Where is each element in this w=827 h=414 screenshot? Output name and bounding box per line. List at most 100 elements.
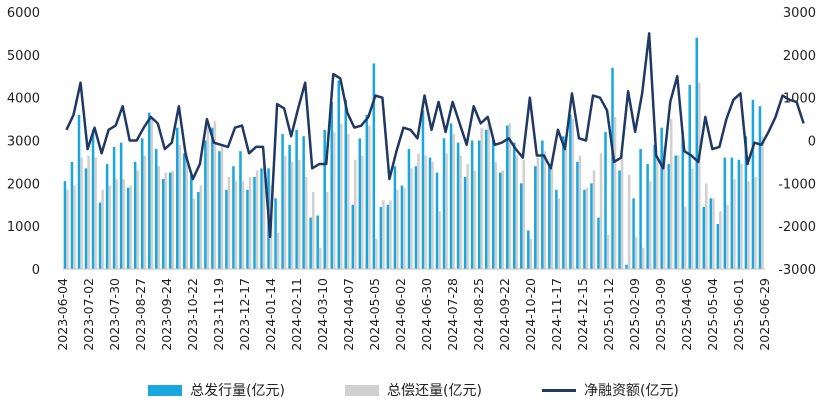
x-tick-label: 2024-02-11 — [289, 278, 304, 351]
issue-bar — [456, 142, 460, 269]
issue-bar — [126, 187, 130, 269]
issue-bar — [428, 157, 432, 269]
issue-bar — [590, 183, 593, 269]
issue-bar — [674, 155, 677, 269]
repay-bar — [536, 157, 540, 269]
issue-bar — [295, 129, 298, 269]
legend-swatch-issue — [148, 384, 183, 396]
issue-bar — [407, 149, 411, 269]
issue-bar — [751, 99, 755, 269]
issue-bar — [723, 157, 727, 269]
repay-bar — [354, 159, 357, 269]
issue-bar — [400, 185, 404, 269]
issue-bar — [632, 198, 635, 269]
repay-bar — [213, 121, 217, 269]
issue-bar — [667, 164, 670, 269]
x-tick-label: 2024-11-17 — [549, 278, 564, 351]
repay-bar — [66, 189, 69, 269]
x-tick-label: 2024-06-02 — [393, 278, 408, 351]
repay-bar — [157, 166, 161, 269]
repay-bar — [318, 247, 322, 269]
repay-bar — [459, 155, 462, 269]
repay-bar — [143, 155, 146, 269]
repay-bar — [634, 236, 638, 269]
repay-bar — [325, 191, 329, 269]
issue-bar — [716, 224, 720, 269]
repay-bar — [255, 170, 259, 269]
x-tick-label: 2023-11-19 — [211, 278, 226, 351]
repay-bar — [396, 189, 399, 269]
issue-bar — [618, 170, 621, 269]
repay-bar — [480, 127, 483, 270]
right-tick-label: 2000 — [783, 49, 816, 64]
repay-bar — [136, 170, 139, 269]
issue-bar — [112, 146, 116, 269]
x-tick-label: 2025-01-12 — [601, 278, 616, 351]
right-tick-label: -2000 — [778, 220, 816, 235]
x-tick-label: 2024-07-28 — [445, 278, 460, 351]
repay-bar — [262, 161, 266, 269]
issue-bar — [527, 230, 530, 269]
issue-bar — [709, 198, 713, 269]
repay-bar — [620, 153, 624, 269]
x-tick-label: 2024-04-07 — [341, 278, 356, 351]
issue-bar — [183, 153, 186, 269]
left-axis-ticks: 0 1000 2000 3000 4000 5000 6000 — [7, 6, 40, 278]
issue-bar — [260, 168, 263, 269]
issue-bar — [744, 136, 748, 269]
repay-bar — [529, 239, 533, 269]
left-tick-label: 3000 — [7, 135, 40, 150]
issue-bar — [323, 129, 326, 269]
repay-bar — [466, 164, 469, 269]
repay-bar — [705, 183, 708, 269]
issue-bar — [562, 136, 565, 269]
repay-bar — [726, 204, 729, 269]
repay-bar — [452, 134, 455, 269]
repay-bar — [290, 161, 294, 269]
issue-bar — [169, 172, 172, 269]
x-tick-label: 2024-09-22 — [497, 278, 512, 351]
repay-bar — [585, 187, 589, 269]
repay-bar — [627, 174, 631, 269]
issue-bar — [597, 217, 600, 269]
repay-bar — [662, 146, 666, 269]
issue-bar — [548, 164, 551, 269]
repay-bar — [389, 200, 392, 269]
repay-bar — [747, 181, 750, 269]
repay-bar — [719, 211, 722, 269]
repay-bar — [515, 155, 519, 269]
issue-bar — [274, 198, 277, 269]
repay-bar — [691, 168, 694, 269]
issue-bar — [555, 189, 558, 269]
issue-bar — [133, 161, 137, 269]
right-tick-label: 0 — [808, 135, 816, 150]
x-tick-label: 2025-03-09 — [653, 278, 668, 351]
issue-bar — [386, 204, 390, 269]
repay-bar — [676, 155, 680, 269]
issue-bar — [379, 206, 383, 269]
x-tick-label: 2023-12-17 — [237, 278, 252, 351]
repay-bar — [761, 136, 764, 269]
issue-bar — [393, 166, 397, 269]
repay-bar — [382, 200, 385, 269]
issue-bar — [421, 110, 425, 270]
right-tick-label: -3000 — [778, 263, 816, 278]
repay-bar — [297, 159, 301, 269]
issue-bar — [288, 144, 291, 269]
repay-bar — [122, 179, 125, 269]
issue-bar — [758, 106, 762, 269]
x-tick-label: 2024-03-10 — [315, 278, 330, 351]
repay-bar — [431, 161, 434, 269]
repay-bar — [150, 119, 153, 269]
issue-bar — [583, 189, 586, 269]
issue-bar — [176, 127, 179, 270]
repay-bar — [494, 161, 497, 269]
issue-bar — [653, 144, 656, 269]
issue-bar — [491, 138, 495, 269]
net-financing-line — [65, 32, 805, 239]
repay-bar — [375, 239, 378, 269]
issue-bar — [281, 134, 284, 269]
issue-bar — [498, 172, 502, 269]
repay-bar — [613, 116, 617, 269]
issue-bar — [435, 172, 439, 269]
